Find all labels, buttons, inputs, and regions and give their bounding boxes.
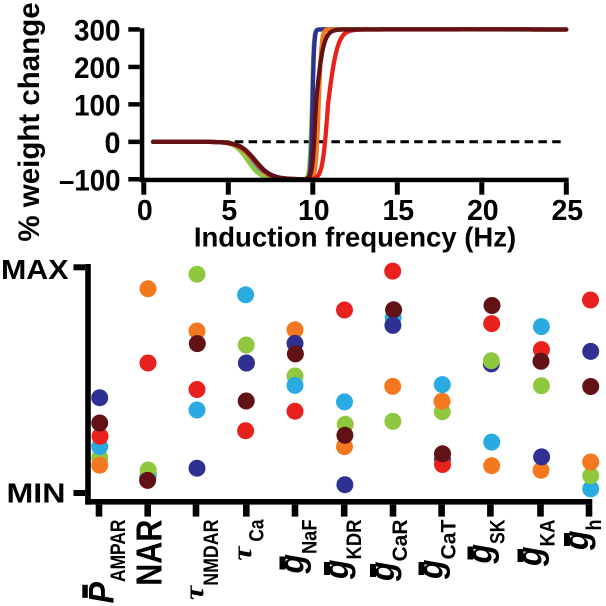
svg-text:0: 0 bbox=[105, 127, 121, 160]
svg-text:5: 5 bbox=[221, 195, 237, 227]
svg-text:10: 10 bbox=[298, 195, 330, 227]
svg-text:–100: –100 bbox=[59, 164, 121, 197]
svg-text:MIN: MIN bbox=[7, 478, 66, 509]
svg-text:PAMPAR: PAMPAR bbox=[82, 519, 130, 603]
svg-text:τ Ca: τ Ca bbox=[227, 519, 268, 561]
svg-text:0: 0 bbox=[137, 195, 153, 227]
svg-text:300: 300 bbox=[74, 15, 121, 48]
svg-text:20: 20 bbox=[467, 195, 499, 227]
svg-text:200: 200 bbox=[74, 52, 121, 85]
svg-text:MAX: MAX bbox=[1, 254, 69, 285]
svg-text:% weight change: % weight change bbox=[13, 2, 46, 241]
svg-text:15: 15 bbox=[382, 195, 414, 227]
svg-text:25: 25 bbox=[551, 195, 583, 227]
svg-text:Induction frequency (Hz): Induction frequency (Hz) bbox=[194, 222, 516, 253]
svg-text:NAR: NAR bbox=[129, 520, 170, 586]
svg-text:100: 100 bbox=[74, 90, 121, 123]
svg-text:τNMDAR: τNMDAR bbox=[179, 519, 223, 600]
